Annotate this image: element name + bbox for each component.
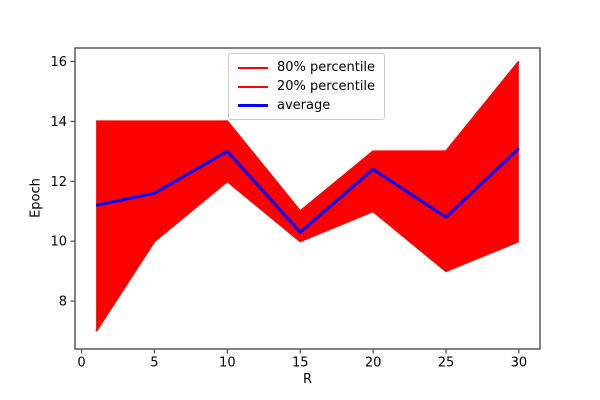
- x-tick-label: 5: [150, 356, 158, 371]
- legend-label-20-percentile: 20% percentile: [277, 79, 376, 94]
- percentile-band-fill: [96, 61, 519, 332]
- x-tick-label: 0: [77, 356, 85, 371]
- percentile-20-line: [95, 179, 520, 332]
- x-tick-label: 15: [292, 356, 309, 371]
- x-axis-label: R: [302, 372, 313, 387]
- x-tick-label: 20: [365, 356, 382, 371]
- y-tick-label: 14: [50, 115, 67, 130]
- legend-item-average: average: [238, 96, 375, 115]
- y-tick-label: 10: [50, 235, 67, 250]
- legend: 80% percentile 20% percentile average: [228, 53, 386, 120]
- legend-label-80-percentile: 80% percentile: [277, 60, 376, 75]
- legend-item-20-percentile: 20% percentile: [238, 77, 375, 96]
- average-line: [95, 147, 520, 234]
- y-tick-label: 16: [50, 55, 67, 70]
- x-tick-label: 30: [511, 356, 528, 371]
- percentile-80-line: [96, 60, 520, 213]
- legend-line-sample-80-percentile: [238, 66, 268, 69]
- y-axis-label: Epoch: [28, 178, 44, 218]
- legend-label-average: average: [277, 98, 331, 113]
- y-tick-label: 12: [50, 175, 67, 190]
- x-tick-label: 25: [438, 356, 455, 371]
- x-tick-label: 10: [219, 356, 236, 371]
- plot-border: [74, 47, 541, 350]
- legend-line-sample-average: [238, 104, 268, 107]
- legend-line-sample-20-percentile: [238, 85, 268, 88]
- y-tick-label: 8: [59, 295, 67, 310]
- legend-item-80-percentile: 80% percentile: [238, 58, 375, 77]
